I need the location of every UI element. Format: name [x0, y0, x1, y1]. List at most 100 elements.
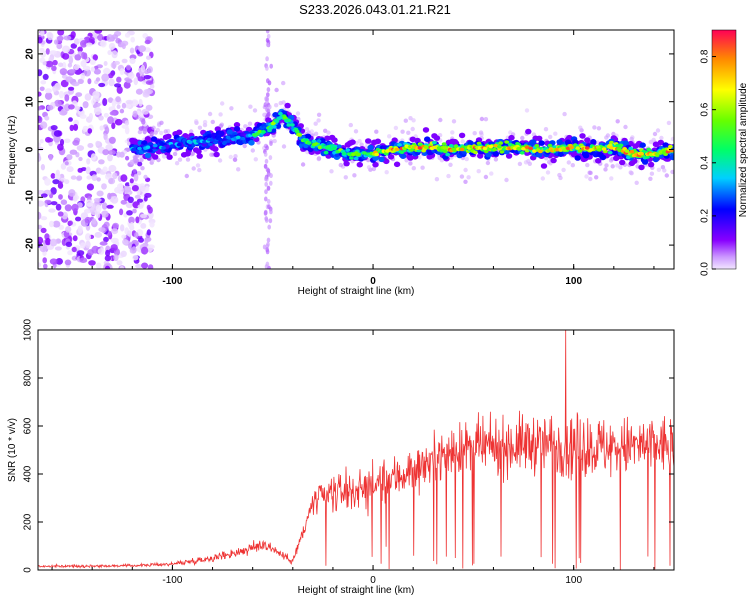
spectrogram-faint-blob: [651, 137, 656, 143]
spectrogram-ridge-blob: [286, 118, 292, 123]
spectrogram-noise-blob: [65, 226, 72, 233]
spectrogram-ridge-blob: [196, 139, 201, 144]
spectrogram-faint-blob: [483, 117, 489, 122]
spectrogram-ridge-blob: [646, 147, 652, 152]
spectrogram-ridge-blob: [169, 144, 175, 148]
spectrogram-faint-blob: [217, 158, 223, 163]
spectrogram-faint-blob: [517, 161, 523, 167]
spectrogram-faint-blob: [359, 142, 364, 147]
spectrogram-ridge-blob: [577, 149, 583, 153]
spectrogram-noise-blob: [67, 63, 73, 68]
spectrogram-faint-blob: [159, 130, 164, 136]
spectrogram-ridge-blob: [196, 153, 203, 159]
spectrogram-noise-blob: [80, 40, 88, 48]
spectrogram-faint-blob: [596, 126, 602, 131]
spectrogram-noise-blob: [40, 193, 48, 198]
spectrogram-faint-blob: [450, 130, 455, 135]
spectrogram-noise-blob: [124, 32, 131, 38]
spectrogram-ridge-blob: [473, 150, 478, 155]
x-tick-label: 0: [370, 575, 376, 586]
spectrogram-noise-blob: [126, 64, 131, 71]
spectrogram-faint-blob: [524, 108, 530, 113]
spectrogram-noise-blob: [128, 216, 135, 224]
spectrogram-noise-blob: [116, 76, 122, 83]
spectrogram-faint-blob: [316, 118, 321, 123]
spectrogram-ridge-blob: [303, 144, 308, 149]
spectrogram-ridge-blob: [176, 142, 182, 147]
spectrogram-noise-blob: [98, 159, 105, 165]
spectrogram-ridge-blob: [407, 155, 414, 161]
spectrogram-noise-blob: [132, 254, 139, 261]
spectrogram-faint-blob: [483, 174, 489, 180]
y-tick-label: 600: [23, 417, 34, 434]
spectrogram-noise-blob: [39, 86, 45, 92]
spectrogram-ridge-blob: [504, 140, 510, 144]
spectrogram-noise-blob: [97, 248, 105, 255]
spectrogram-streak-blob: [268, 155, 273, 161]
spectrogram-faint-blob: [594, 175, 599, 180]
spectrogram-noise-blob: [47, 137, 54, 143]
spectrogram-noise-blob: [125, 155, 130, 161]
spectrogram-faint-blob: [151, 125, 156, 130]
spectrogram-faint-blob: [670, 169, 674, 175]
spectrogram-faint-blob: [476, 169, 481, 174]
spectrogram-noise-blob: [68, 117, 73, 122]
spectrogram-noise-blob: [72, 196, 78, 202]
spectrogram-ridge-blob: [378, 156, 385, 163]
y-tick-label: 1000: [23, 318, 34, 341]
spectrogram-ridge-blob: [374, 152, 380, 157]
colorbar-gradient: [711, 29, 737, 270]
spectrogram-noise-blob: [88, 260, 96, 266]
spectrogram-faint-blob: [545, 170, 551, 175]
spectrogram-faint-blob: [195, 163, 201, 168]
spectrogram-noise-blob: [45, 60, 54, 68]
spectrogram-ridge-blob: [286, 123, 292, 127]
spectrogram-noise-blob: [102, 149, 110, 156]
spectrogram-ridge-blob: [525, 128, 532, 135]
spectrogram-faint-blob: [274, 103, 279, 108]
spectrogram-ridge-blob: [397, 143, 402, 147]
spectrogram-noise-blob: [99, 241, 108, 246]
spectrogram-y-axis-title: Frequency (Hz): [7, 116, 18, 185]
spectrogram-faint-blob: [209, 152, 214, 157]
spectrogram-faint-blob: [133, 160, 139, 165]
spectrogram-ridge-blob: [248, 140, 255, 146]
spectrogram-noise-blob: [39, 139, 44, 144]
spectrogram-faint-blob: [352, 173, 357, 178]
spectrogram-ridge-blob: [152, 154, 159, 160]
spectrogram-faint-blob: [557, 172, 562, 178]
spectrogram-streak-blob: [266, 33, 271, 39]
spectrogram-ridge-blob: [579, 133, 586, 139]
spectrogram-noise-blob: [80, 242, 86, 249]
spectrogram-faint-blob: [184, 173, 189, 179]
spectrogram-noise-blob: [121, 43, 126, 50]
spectrogram-noise-blob: [52, 179, 60, 185]
spectrogram-noise-blob: [85, 233, 91, 241]
y-tick-label: -10: [25, 190, 36, 205]
spectrogram-ridge-blob: [165, 133, 172, 140]
spectrogram-noise-blob: [49, 258, 58, 265]
spectrogram-faint-blob: [592, 125, 597, 130]
spectrogram-ridge-blob: [652, 141, 660, 148]
spectrogram-ridge-blob: [618, 143, 624, 148]
spectrogram-noise-blob: [95, 77, 101, 82]
spectrogram-streak-blob: [265, 167, 270, 173]
spectrogram-noise-blob: [90, 153, 97, 161]
spectrogram-noise-blob: [55, 169, 60, 176]
spectrogram-noise-blob: [124, 120, 130, 126]
spectrogram-noise-blob: [58, 62, 64, 68]
spectrogram-ridge-blob: [550, 157, 557, 164]
spectrogram-noise-blob: [135, 264, 143, 269]
spectrogram-faint-blob: [408, 161, 413, 166]
x-tick-label: 100: [565, 276, 582, 287]
spectrogram-ridge-blob: [328, 147, 334, 152]
spectrogram-streak-blob: [265, 65, 269, 71]
spectrogram-faint-blob: [438, 117, 443, 123]
spectrogram-ridge-blob: [521, 147, 526, 151]
spectrogram-ridge-blob: [609, 146, 614, 150]
spectrogram-noise-blob: [149, 84, 155, 89]
spectrogram-noise-blob: [123, 81, 131, 89]
spectrogram-faint-blob: [666, 120, 672, 126]
spectrogram-ridge-blob: [218, 130, 225, 137]
